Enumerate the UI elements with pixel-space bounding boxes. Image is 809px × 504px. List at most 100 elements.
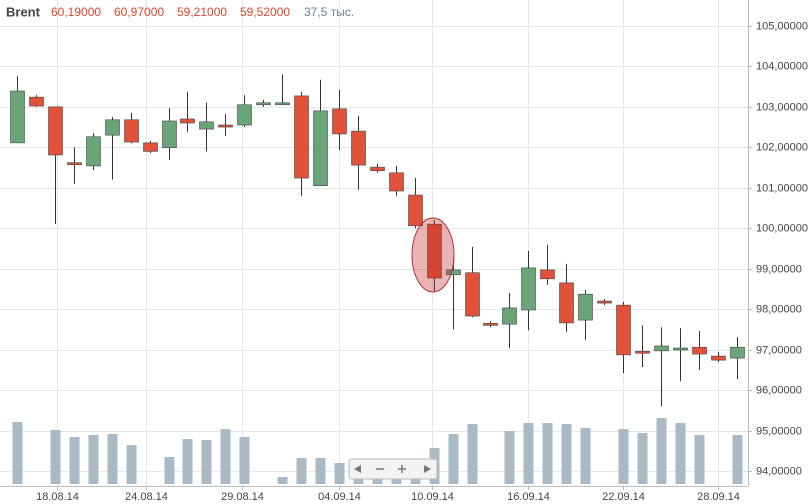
high: 60,97000 [114, 5, 164, 19]
candle-body [578, 293, 593, 321]
candle-body [86, 136, 101, 167]
scroll-box [348, 458, 438, 480]
volume-bar [732, 435, 743, 484]
candle-body [465, 272, 480, 317]
y-tick-label: 95,00000 [756, 425, 802, 437]
y-tick-label: 96,00000 [756, 384, 802, 396]
candle-body [48, 106, 63, 156]
candle-body [389, 172, 404, 192]
x-tick-label: 24.08.14 [125, 491, 168, 503]
candle-body [162, 120, 177, 149]
y-tick-label: 103,00000 [756, 101, 808, 113]
y-tick-label: 98,00000 [756, 303, 802, 315]
volume-label: 37,5 тыс. [304, 5, 354, 19]
candle-body [483, 323, 498, 326]
volume-bar [675, 423, 686, 484]
volume-bar [504, 431, 515, 484]
candle-body [332, 108, 347, 135]
x-tick-label: 22.09.14 [602, 491, 645, 503]
open: 60,19000 [51, 5, 101, 19]
close: 59,52000 [240, 5, 290, 19]
candle-body [124, 119, 139, 143]
grid [0, 0, 748, 486]
header: Brent 60,19000 60,97000 59,21000 59,5200… [6, 4, 354, 19]
volume-bar [523, 423, 534, 484]
candle-body [635, 350, 650, 354]
candle-body [730, 346, 745, 359]
volume-bar [69, 437, 80, 484]
scroll-right[interactable] [424, 465, 431, 473]
candle-body [218, 124, 233, 128]
candle-body [559, 282, 574, 324]
candle-body [275, 102, 290, 106]
candle-body [711, 355, 726, 361]
candle-body [692, 346, 707, 355]
volume-bar [164, 457, 175, 484]
candle-body [540, 269, 555, 280]
symbol: Brent [6, 4, 41, 19]
candle-body [105, 119, 120, 136]
highlight [411, 217, 455, 293]
y-tick-label: 105,00000 [756, 20, 808, 32]
scrollbar[interactable] [348, 458, 438, 480]
volume-bar [656, 418, 667, 484]
candle-body [446, 269, 461, 276]
candle-body [427, 223, 442, 279]
candle-body [597, 300, 612, 304]
zoom-in[interactable] [398, 465, 406, 473]
volume-bar [50, 430, 61, 484]
volume-bar [334, 463, 345, 484]
volume-bar [448, 434, 459, 484]
y-tick-label: 100,00000 [756, 222, 808, 234]
candle-body [673, 347, 688, 351]
volume-bar [542, 423, 553, 484]
candle-body [351, 130, 366, 166]
x-tick-label: 18.08.14 [36, 491, 79, 503]
volume-bar [467, 424, 478, 484]
candle-body [143, 142, 158, 152]
candle-body [237, 104, 252, 126]
volume-bar [694, 435, 705, 484]
y-tick-label: 102,00000 [756, 141, 808, 153]
volume-bar [182, 439, 193, 484]
volume-bar [12, 422, 23, 484]
x-tick-label: 16.09.14 [507, 491, 550, 503]
volume-bar [580, 428, 591, 484]
candle-body [502, 307, 517, 325]
volume-bar [561, 424, 572, 484]
candle-body [408, 194, 423, 227]
candle-body [294, 95, 309, 179]
x-tick-label: 04.09.14 [318, 491, 361, 503]
x-tick-label: 10.09.14 [411, 491, 454, 503]
candle-body [199, 121, 214, 130]
volume-bar [296, 458, 307, 484]
candle-body [313, 110, 328, 187]
y-tick-label: 101,00000 [756, 182, 808, 194]
x-tick-label: 28.09.14 [697, 491, 740, 503]
low: 59,21000 [177, 5, 227, 19]
y-tick-label: 99,00000 [756, 263, 802, 275]
candle-body [616, 304, 631, 356]
volume-bar [201, 440, 212, 484]
y-tick-label: 104,00000 [756, 60, 808, 72]
volume-bar [107, 434, 118, 484]
candle-body [180, 118, 195, 124]
volume-bar [315, 458, 326, 484]
volume-bar [277, 477, 288, 484]
scroll-left[interactable] [354, 465, 361, 473]
candle-body [29, 96, 44, 107]
y-tick-label: 94,00000 [756, 465, 802, 477]
candle-body [10, 90, 25, 144]
volume-bar [88, 435, 99, 484]
volume-bar [618, 429, 629, 484]
candle-body [256, 102, 271, 106]
volume-bar [637, 433, 648, 484]
candle-body [521, 267, 536, 311]
x-tick-label: 29.08.14 [221, 491, 264, 503]
y-tick-label: 97,00000 [756, 344, 802, 356]
volume-bar [239, 437, 250, 484]
candle-body [67, 162, 82, 165]
volume-bar [220, 429, 231, 484]
